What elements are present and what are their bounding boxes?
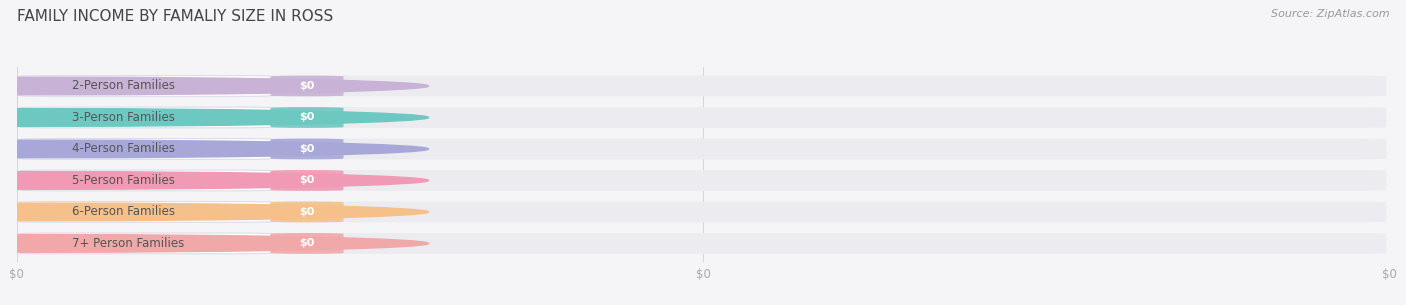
Text: 5-Person Families: 5-Person Families <box>72 174 174 187</box>
FancyBboxPatch shape <box>20 170 1386 191</box>
Text: $0: $0 <box>299 207 315 217</box>
FancyBboxPatch shape <box>271 233 343 254</box>
Text: 3-Person Families: 3-Person Families <box>72 111 174 124</box>
FancyBboxPatch shape <box>20 170 271 191</box>
Text: 7+ Person Families: 7+ Person Families <box>72 237 184 250</box>
FancyBboxPatch shape <box>20 107 1386 128</box>
Text: 2-Person Families: 2-Person Families <box>72 80 174 92</box>
FancyBboxPatch shape <box>271 202 343 222</box>
FancyBboxPatch shape <box>20 76 1386 96</box>
FancyBboxPatch shape <box>20 233 1386 254</box>
Text: $0: $0 <box>299 239 315 248</box>
FancyBboxPatch shape <box>271 76 343 96</box>
FancyBboxPatch shape <box>271 138 343 159</box>
Circle shape <box>0 77 429 95</box>
FancyBboxPatch shape <box>20 107 271 128</box>
FancyBboxPatch shape <box>20 202 1386 222</box>
Text: $0: $0 <box>299 113 315 123</box>
FancyBboxPatch shape <box>271 107 343 128</box>
Text: $0: $0 <box>299 81 315 91</box>
Circle shape <box>0 140 429 158</box>
FancyBboxPatch shape <box>20 202 271 222</box>
Text: FAMILY INCOME BY FAMALIY SIZE IN ROSS: FAMILY INCOME BY FAMALIY SIZE IN ROSS <box>17 9 333 24</box>
Text: $0: $0 <box>299 144 315 154</box>
FancyBboxPatch shape <box>271 170 343 191</box>
FancyBboxPatch shape <box>20 138 1386 159</box>
Text: 4-Person Families: 4-Person Families <box>72 142 174 156</box>
Text: Source: ZipAtlas.com: Source: ZipAtlas.com <box>1271 9 1389 19</box>
Circle shape <box>0 203 429 221</box>
Circle shape <box>0 172 429 189</box>
Text: $0: $0 <box>299 175 315 185</box>
FancyBboxPatch shape <box>20 138 271 159</box>
FancyBboxPatch shape <box>20 76 271 96</box>
Text: 6-Person Families: 6-Person Families <box>72 206 174 218</box>
FancyBboxPatch shape <box>20 233 271 254</box>
Circle shape <box>0 109 429 126</box>
Circle shape <box>0 235 429 252</box>
